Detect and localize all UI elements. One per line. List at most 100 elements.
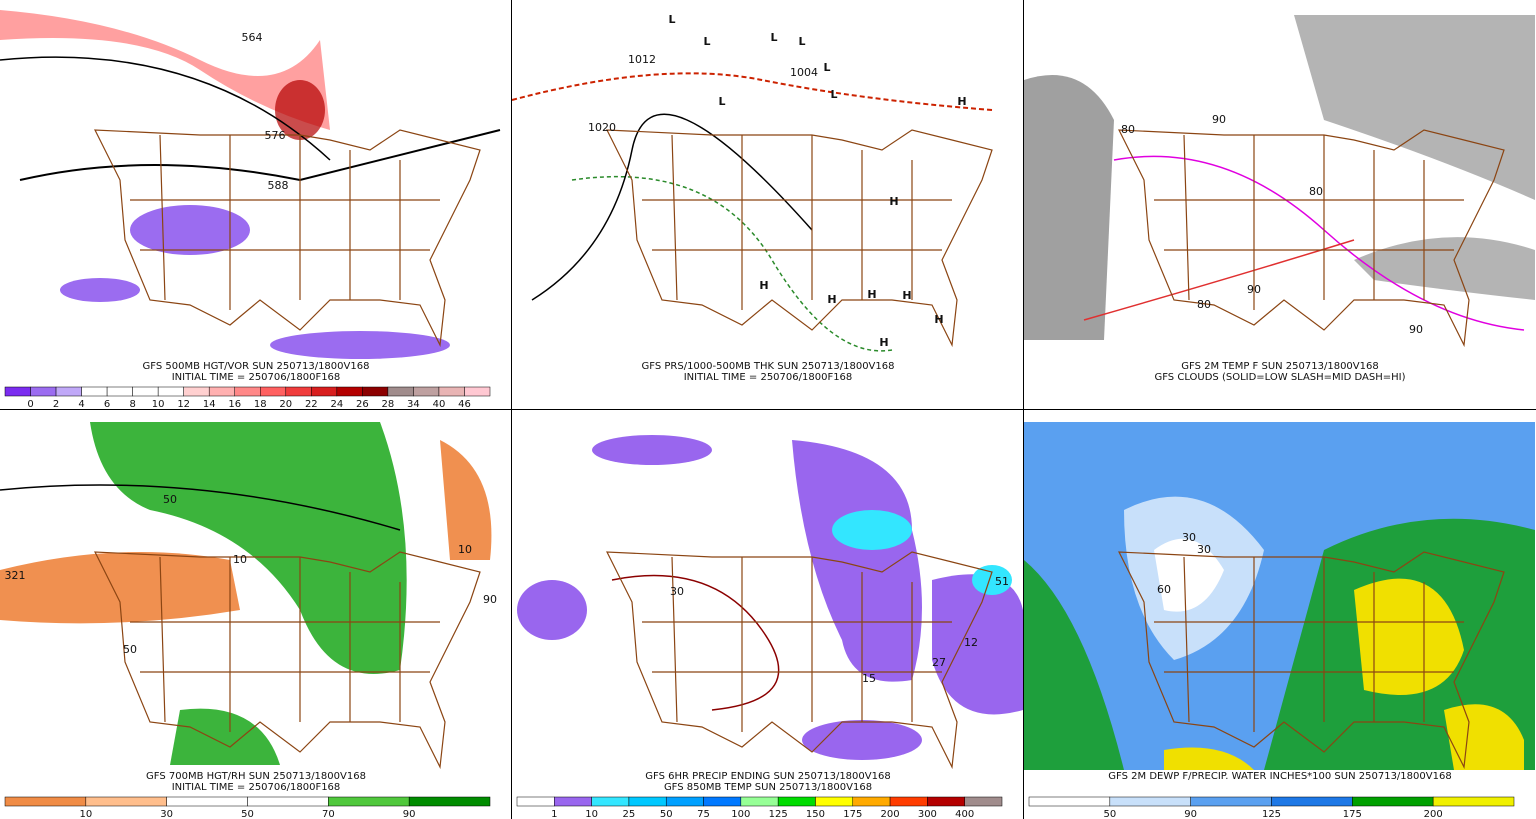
map-shading: [1024, 15, 1535, 355]
colorbar-swatch: [183, 386, 210, 397]
map-label: L: [668, 13, 675, 26]
caption: GFS 850MB TEMP SUN 250713/1800V168: [664, 782, 872, 793]
colorbar-swatch: [408, 796, 491, 807]
colorbar-swatch: [247, 796, 329, 807]
colorbar-swatch: [665, 796, 704, 807]
colorbar-swatch: [387, 386, 414, 397]
map-label: H: [759, 279, 768, 292]
colorbar-label: 90: [403, 809, 416, 819]
map-label: 10: [233, 553, 247, 566]
colorbar-swatch: [4, 796, 87, 807]
colorbar-swatch: [260, 386, 287, 397]
colorbar-swatch: [413, 386, 440, 397]
map-label: H: [902, 289, 911, 302]
map-label: 51: [995, 575, 1009, 588]
colorbar-label: 40: [433, 399, 446, 410]
colorbar-swatch: [777, 796, 816, 807]
caption: GFS 700MB HGT/RH SUN 250713/1800V168: [146, 771, 366, 782]
colorbar-label: 20: [279, 399, 292, 410]
colorbar-swatch: [889, 796, 928, 807]
map-shading: [0, 422, 492, 768]
colorbar-swatch: [157, 386, 184, 397]
colorbar-label: 75: [697, 809, 710, 819]
map-shading: [517, 435, 1023, 768]
colorbar-label: 400: [955, 809, 974, 819]
map-label: 90: [1409, 323, 1423, 336]
map-label: 80: [1309, 185, 1323, 198]
colorbar-swatch: [516, 796, 555, 807]
colorbar-label: 100: [731, 809, 750, 819]
colorbar-swatch: [1432, 796, 1515, 807]
colorbar-swatch: [4, 386, 31, 397]
colorbar-swatch: [852, 796, 891, 807]
colorbar-label: 4: [78, 399, 84, 410]
colorbar-label: 14: [203, 399, 216, 410]
map-label: 10: [458, 543, 472, 556]
map-label: 321: [5, 569, 26, 582]
caption: INITIAL TIME = 250706/1800F168: [172, 782, 341, 793]
colorbar-label: 50: [660, 809, 673, 819]
colorbar-swatch: [1271, 796, 1353, 807]
map-label: 30: [670, 585, 684, 598]
colorbar-swatch: [1028, 796, 1111, 807]
colorbar-swatch: [591, 796, 630, 807]
colorbar-label: 34: [407, 399, 420, 410]
colorbar-label: 24: [330, 399, 343, 410]
map-label: H: [867, 288, 876, 301]
colorbar-swatch: [30, 386, 57, 397]
colorbar-label: 200: [881, 809, 900, 819]
caption: GFS PRS/1000-500MB THK SUN 250713/1800V1…: [642, 361, 895, 372]
map-label: 90: [1212, 113, 1226, 126]
colorbar-label: 2: [53, 399, 59, 410]
colorbar-label: 50: [241, 809, 254, 819]
colorbar-label: 175: [843, 809, 862, 819]
colorbar-label: 18: [254, 399, 267, 410]
colorbar-swatch: [208, 386, 235, 397]
colorbar-swatch: [362, 386, 389, 397]
map-label: 588: [268, 179, 289, 192]
map-shading: [1024, 422, 1535, 770]
colorbar-label: 6: [104, 399, 110, 410]
map-label: 27: [932, 656, 946, 669]
caption: GFS 500MB HGT/VOR SUN 250713/1800V168: [143, 361, 370, 372]
caption: GFS 2M DEWP F/PRECIP. WATER INCHES*100 S…: [1108, 771, 1451, 782]
colorbar-swatch: [166, 796, 248, 807]
colorbar-swatch: [554, 796, 592, 807]
map-label: 80: [1197, 298, 1211, 311]
colorbar-label: 90: [1184, 809, 1197, 819]
map-label: 90: [1247, 283, 1261, 296]
colorbar-label: 125: [1262, 809, 1281, 819]
map-label: 12: [964, 636, 978, 649]
colorbar-swatch: [1190, 796, 1272, 807]
map-label: L: [703, 35, 710, 48]
caption: GFS CLOUDS (SOLID=LOW SLASH=MID DASH=HI): [1154, 372, 1405, 383]
colorbar-label: 1: [551, 809, 557, 819]
caption: INITIAL TIME = 250706/1800F168: [684, 372, 853, 383]
map-label: H: [889, 195, 898, 208]
colorbar-swatch: [1109, 796, 1191, 807]
map-label: L: [830, 88, 837, 101]
colorbar-label: 26: [356, 399, 369, 410]
colorbar-swatch: [628, 796, 667, 807]
colorbar-label: 8: [129, 399, 135, 410]
colorbar-label: 22: [305, 399, 318, 410]
colorbar-swatch: [328, 796, 410, 807]
map-label: 576: [265, 129, 286, 142]
colorbar-swatch: [927, 796, 965, 807]
colorbar-label: 25: [623, 809, 636, 819]
annotations: GFS 500MB HGT/VOR SUN 250713/1800V168INI…: [5, 13, 1515, 819]
map-label: 80: [1121, 123, 1135, 136]
caption: INITIAL TIME = 250706/1800F168: [172, 372, 341, 383]
colorbar-swatch: [85, 796, 167, 807]
map-label: H: [957, 95, 966, 108]
map-label: H: [879, 336, 888, 349]
map-label: 60: [1157, 583, 1171, 596]
colorbar-label: 200: [1424, 809, 1443, 819]
map-label: 15: [862, 672, 876, 685]
colorbar-label: 300: [918, 809, 937, 819]
colorbar-swatch: [106, 386, 133, 397]
colorbar-label: 175: [1343, 809, 1362, 819]
colorbar-swatch: [464, 386, 491, 397]
colorbar-label: 150: [806, 809, 825, 819]
